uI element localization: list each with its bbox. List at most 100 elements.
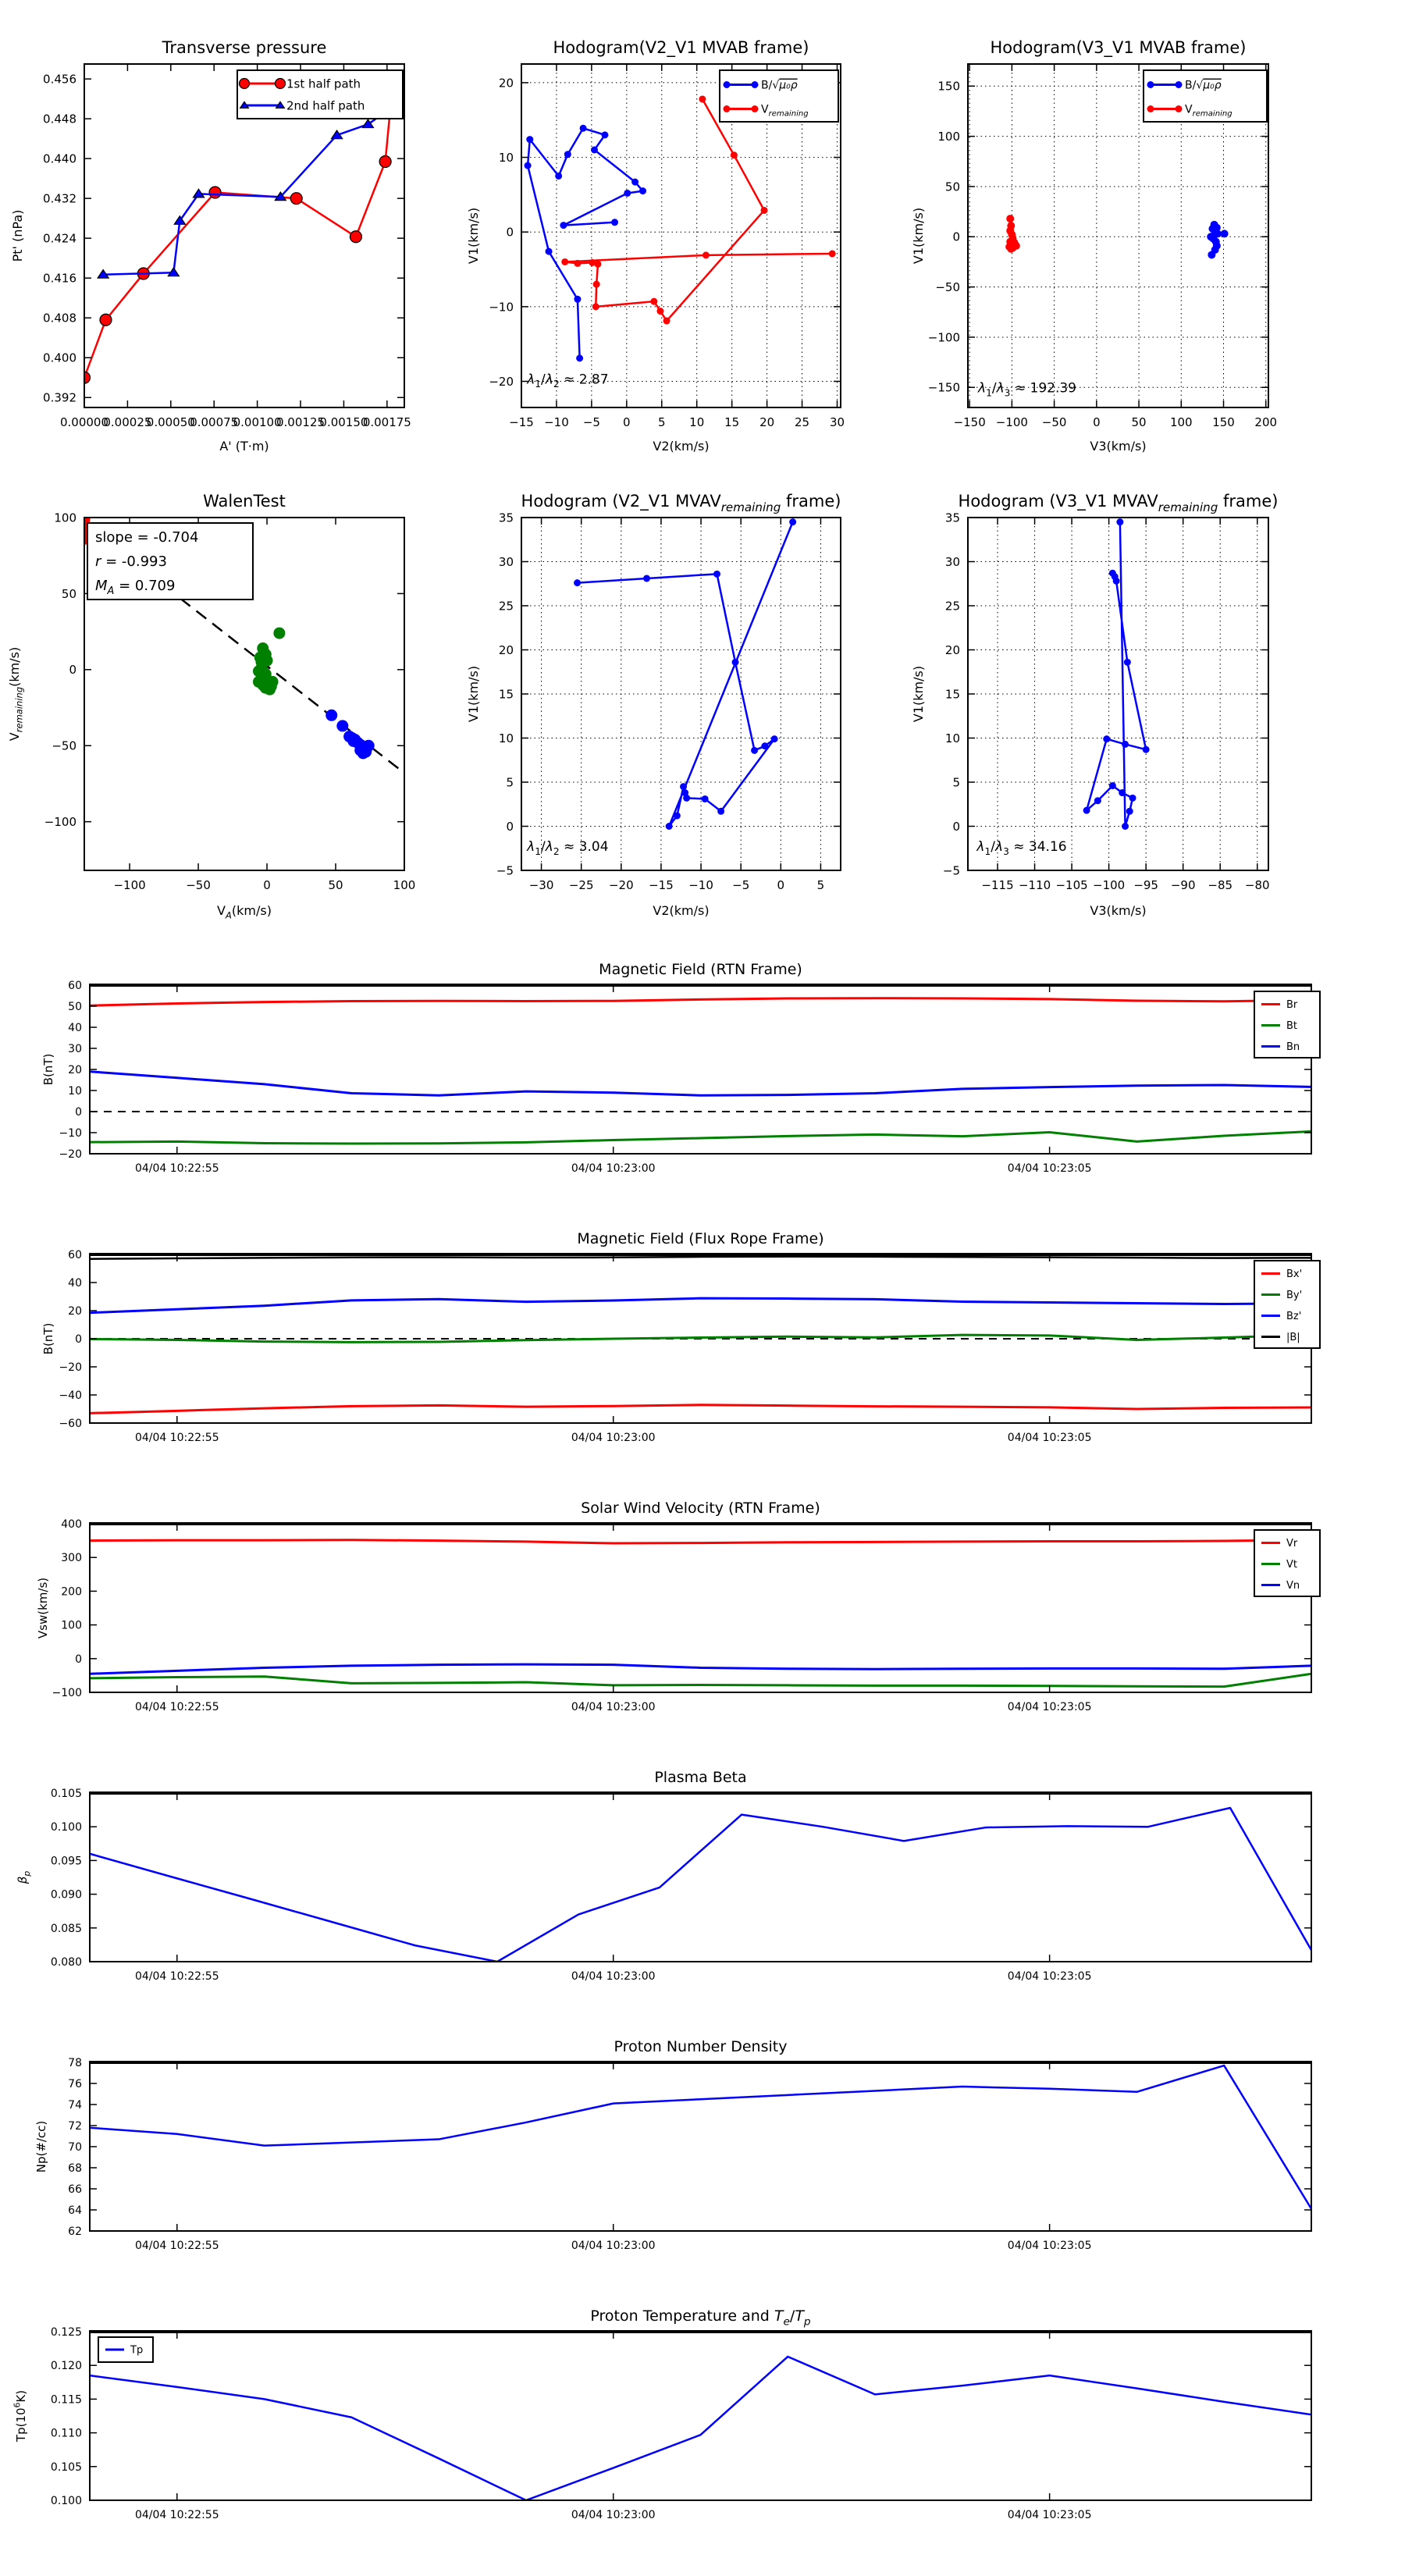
y-tick-label: 50 bbox=[945, 180, 960, 194]
y-tick-label: 20 bbox=[68, 1305, 82, 1318]
data-point-marker bbox=[751, 746, 759, 754]
data-point-marker bbox=[650, 297, 658, 305]
x-axis-label: A' (T·m) bbox=[219, 439, 269, 454]
y-tick-label: 0.432 bbox=[43, 192, 76, 206]
data-point-marker bbox=[275, 101, 286, 109]
annotation: λ1/λ3 ≈ 192.39 bbox=[977, 381, 1076, 399]
x-tick-label: 04/04 10:23:00 bbox=[571, 1970, 656, 1983]
x-tick-label: −110 bbox=[1019, 878, 1051, 892]
chart-title: Transverse pressure bbox=[162, 38, 327, 57]
y-axis-label: V1(km/s) bbox=[911, 666, 926, 722]
y-tick-label: 0 bbox=[952, 820, 960, 834]
x-tick-label: −90 bbox=[1171, 878, 1196, 892]
series-line bbox=[103, 108, 391, 276]
y-tick-label: −10 bbox=[59, 1127, 82, 1140]
y-tick-label: 0.085 bbox=[51, 1923, 82, 1935]
chart-title: Proton Temperature and Te/Tp bbox=[590, 2307, 811, 2328]
y-tick-label: −20 bbox=[59, 1361, 82, 1374]
data-point-marker bbox=[683, 794, 691, 802]
y-tick-label: 0 bbox=[506, 820, 514, 834]
y-tick-label: 0.456 bbox=[43, 73, 76, 87]
series-line bbox=[84, 106, 392, 379]
y-tick-label: 0 bbox=[69, 663, 76, 677]
chart-title: Magnetic Field (Flux Rope Frame) bbox=[577, 1230, 823, 1247]
x-tick-label: −20 bbox=[609, 878, 634, 892]
legend: Bx' By' Bz' |B| bbox=[1254, 1260, 1321, 1349]
annotation: λ1/λ3 ≈ 34.16 bbox=[976, 839, 1066, 857]
y-tick-label: 0.424 bbox=[43, 232, 76, 246]
data-point-marker bbox=[238, 77, 251, 90]
data-point-marker bbox=[579, 124, 587, 132]
plot-frame bbox=[84, 517, 405, 871]
y-tick-label: 25 bbox=[945, 599, 960, 613]
x-tick-label: 04/04 10:22:55 bbox=[135, 1432, 219, 1444]
series-Bt bbox=[89, 1130, 1312, 1145]
y-tick-label: −100 bbox=[928, 330, 960, 344]
data-point-marker bbox=[1103, 735, 1111, 743]
y-tick-label: −20 bbox=[59, 1148, 82, 1161]
annotation: λ1/λ2 ≈ 2.87 bbox=[526, 372, 608, 390]
chart-hodogram-v2v1-mvav: −30 −25 −20 −15 −10 −5 0 5 −5 0 5 10 15 20 25 30 35 Hodog… bbox=[466, 492, 841, 918]
x-axis-label: V3(km/s) bbox=[1090, 903, 1146, 918]
chart-title: WalenTest bbox=[203, 492, 286, 511]
stats-line: r = -0.993 bbox=[95, 553, 167, 570]
y-tick-label: 60 bbox=[68, 980, 82, 992]
series-line bbox=[89, 1539, 1312, 1545]
legend-label: Vr bbox=[1286, 1538, 1298, 1550]
data-point-marker bbox=[336, 720, 349, 732]
y-tick-label: −20 bbox=[489, 375, 514, 389]
legend-label: Vn bbox=[1286, 1580, 1300, 1592]
y-tick-label: 40 bbox=[68, 1277, 82, 1290]
y-tick-label: 10 bbox=[68, 1085, 82, 1098]
chart-title: Hodogram(V2_V1 MVAB frame) bbox=[553, 38, 809, 58]
x-tick-label: 150 bbox=[1212, 415, 1235, 429]
data-point-marker bbox=[760, 206, 768, 214]
y-tick-label: 60 bbox=[68, 1249, 82, 1261]
x-tick-label: 0.00150 bbox=[319, 415, 368, 429]
y-tick-label: 50 bbox=[68, 1001, 82, 1013]
data-point-marker bbox=[730, 151, 738, 159]
data-point-marker bbox=[1094, 797, 1101, 805]
data-point-marker bbox=[239, 101, 250, 109]
data-point-marker bbox=[526, 136, 534, 144]
y-tick-label: 30 bbox=[68, 1043, 82, 1055]
y-tick-label: 20 bbox=[499, 643, 514, 657]
y-tick-label: 0.115 bbox=[51, 2393, 82, 2406]
data-point-marker bbox=[576, 354, 584, 362]
data-point-marker bbox=[325, 709, 338, 721]
y-tick-label: 68 bbox=[68, 2162, 82, 2175]
series-V-remaining-path bbox=[574, 518, 797, 830]
x-tick-label: 10 bbox=[689, 415, 704, 429]
data-point-marker bbox=[643, 575, 651, 582]
legend: 1st half path 2nd half path bbox=[237, 69, 404, 119]
y-tick-label: 0.448 bbox=[43, 112, 76, 126]
x-axis-label: V3(km/s) bbox=[1090, 439, 1146, 454]
data-point-marker bbox=[590, 146, 598, 154]
y-tick-label: 100 bbox=[937, 130, 960, 144]
data-point-marker bbox=[347, 735, 360, 747]
data-point-marker bbox=[1122, 740, 1129, 748]
y-tick-label: 0.440 bbox=[43, 152, 76, 166]
data-point-marker bbox=[1122, 823, 1129, 830]
x-tick-label: 04/04 10:23:05 bbox=[1008, 1162, 1092, 1175]
y-tick-label: −50 bbox=[935, 280, 960, 294]
x-tick-label: −100 bbox=[1093, 878, 1125, 892]
legend-label: Bn bbox=[1286, 1041, 1300, 1053]
x-tick-label: 04/04 10:23:00 bbox=[571, 1701, 656, 1713]
x-axis-label: VA(km/s) bbox=[217, 903, 272, 920]
x-tick-label: 04/04 10:23:00 bbox=[571, 1432, 656, 1444]
y-tick-label: 66 bbox=[68, 2183, 82, 2196]
x-tick-label: −25 bbox=[569, 878, 594, 892]
legend: Tp bbox=[98, 2336, 154, 2363]
x-tick-label: −50 bbox=[1042, 415, 1067, 429]
y-tick-label: 0.090 bbox=[51, 1889, 82, 1902]
y-tick-label: 20 bbox=[68, 1064, 82, 1076]
data-point-marker bbox=[1112, 577, 1120, 585]
x-tick-label: 5 bbox=[817, 878, 825, 892]
series-line bbox=[89, 1404, 1312, 1414]
series-line bbox=[577, 521, 794, 827]
series-By' bbox=[89, 1333, 1312, 1343]
legend-label: Bz' bbox=[1286, 1311, 1301, 1322]
x-tick-label: −10 bbox=[544, 415, 569, 429]
